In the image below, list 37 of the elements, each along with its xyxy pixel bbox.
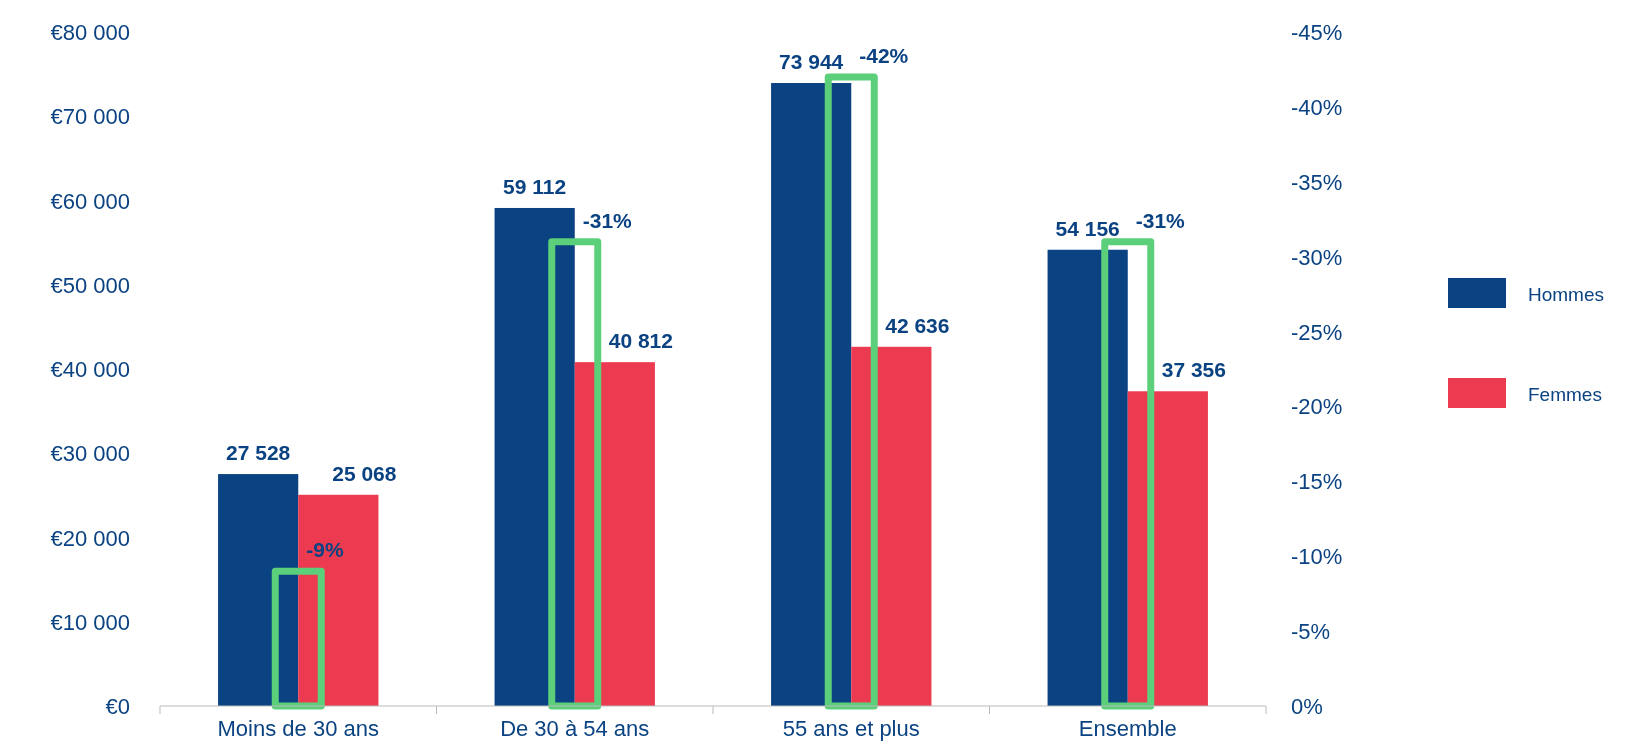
y2-tick-label: -10% (1291, 544, 1343, 570)
y-tick-label: €30 000 (50, 441, 130, 467)
y2-tick-label: -35% (1291, 169, 1343, 195)
x-tick-label: Ensemble (1078, 716, 1177, 741)
data-label: -31% (582, 208, 633, 232)
y-tick-label: €0 (105, 694, 130, 719)
x-tick-label: Moins de 30 ans (217, 716, 379, 741)
y2-tick-label: -40% (1291, 94, 1343, 120)
legend-label: Hommes (1528, 284, 1605, 305)
data-label: 25 068 (332, 461, 397, 485)
data-label: 73 944 (779, 50, 844, 74)
y2-tick-label: -45% (1291, 20, 1343, 45)
data-label: 37 356 (1161, 358, 1226, 382)
y-tick-label: €60 000 (50, 188, 130, 214)
data-label: 27 528 (226, 441, 291, 465)
y2-tick-label: -20% (1291, 394, 1343, 420)
y-tick-label: €10 000 (50, 609, 130, 635)
data-label: 40 812 (608, 329, 673, 353)
y-tick-label: €80 000 (50, 20, 130, 45)
y2-tick-label: -30% (1291, 244, 1343, 270)
data-label: 54 156 (1055, 216, 1120, 240)
y-tick-label: €50 000 (50, 272, 130, 298)
x-tick-label: De 30 à 54 ans (500, 716, 650, 741)
data-label: -42% (859, 43, 909, 67)
x-tick-label: 55 ans et plus (782, 716, 920, 741)
y-tick-label: €70 000 (50, 104, 130, 130)
y-tick-label: €40 000 (50, 357, 130, 382)
data-label: 59 112 (503, 174, 567, 198)
y2-tick-label: -5% (1291, 619, 1331, 645)
y-tick-label: €20 000 (50, 525, 130, 551)
y2-tick-label: -15% (1291, 469, 1343, 495)
data-label: 42 636 (885, 313, 950, 337)
data-label: -9% (306, 538, 344, 562)
y2-tick-label: -25% (1291, 319, 1343, 345)
legend-label: Femmes (1528, 384, 1602, 405)
y2-tick-label: 0% (1291, 694, 1323, 719)
data-label: -31% (1135, 208, 1186, 232)
